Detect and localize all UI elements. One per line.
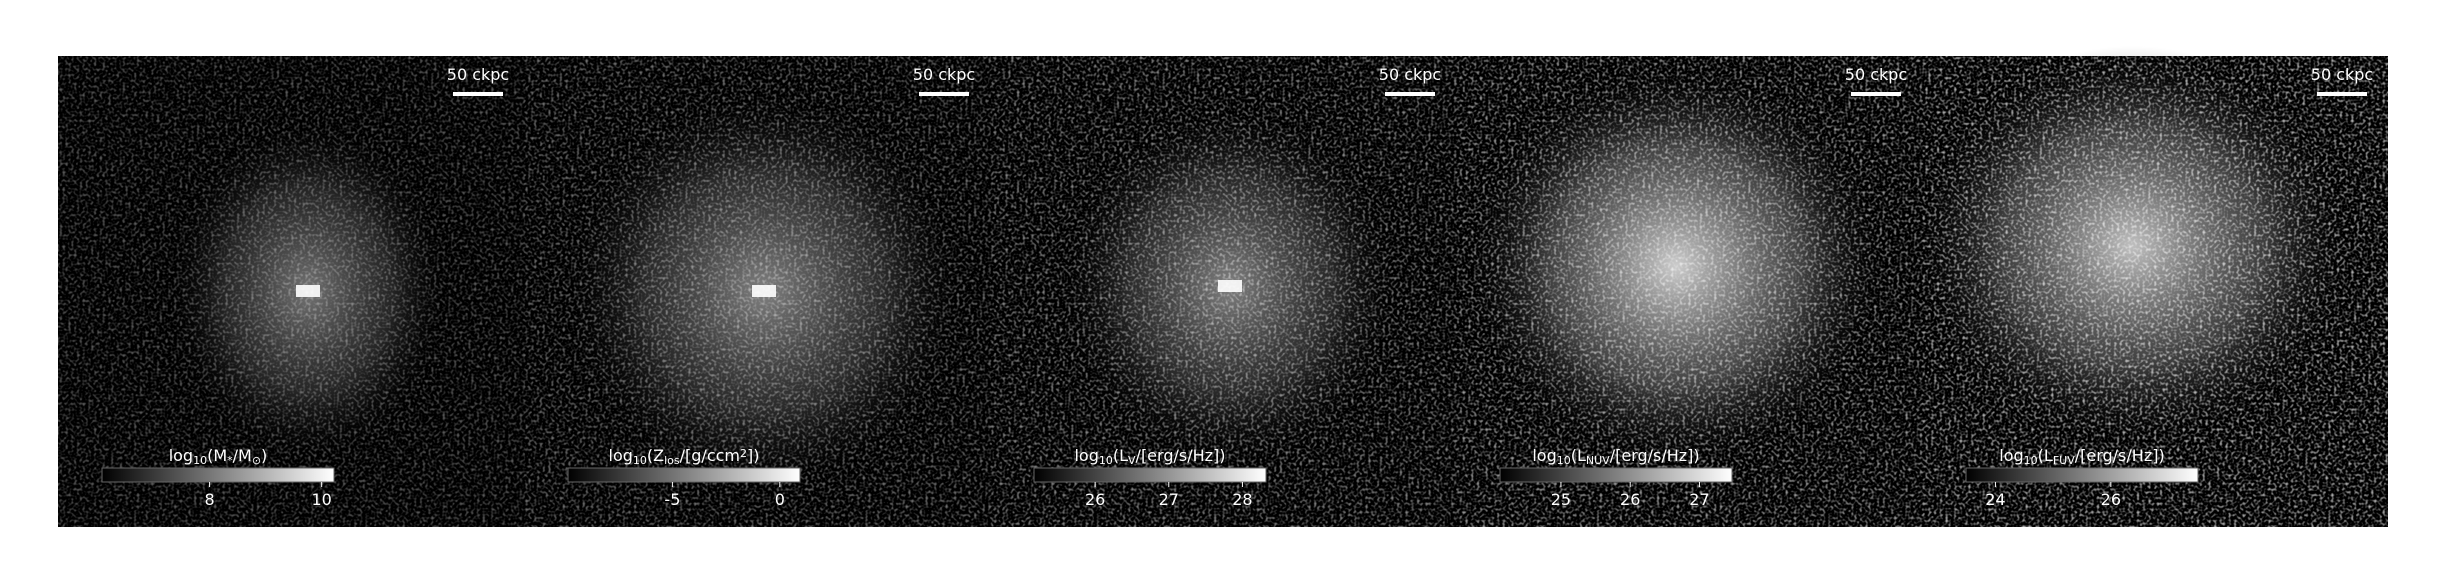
- pixel-noise: [58, 56, 524, 527]
- label-part: /M: [233, 446, 252, 465]
- scale-label: 50 ckpc: [1379, 65, 1441, 84]
- colorbar-label: log10(Zlos/[g/ccm2]): [609, 446, 760, 467]
- colorbar-tick-label: 27: [1689, 490, 1709, 509]
- colorbar-tick-label: 28: [1232, 490, 1252, 509]
- label-part: V: [1128, 454, 1136, 467]
- colorbar-tick-label: 25: [1551, 490, 1571, 509]
- label-part: /[erg/s/Hz]): [2075, 446, 2165, 465]
- colorbar-tick-label: -5: [664, 490, 680, 509]
- colorbar: [1965, 467, 2199, 483]
- colorbar: [1033, 467, 1267, 483]
- colorbar-tick-label: 8: [205, 490, 215, 509]
- colorbar-tick-label: 10: [311, 490, 331, 509]
- pixel-noise: [1922, 56, 2388, 527]
- label-part: log: [1532, 446, 1556, 465]
- label-part: log: [169, 446, 193, 465]
- colorbar-label: log10(LFUV/[erg/s/Hz]): [1999, 446, 2164, 467]
- label-part: log: [1999, 446, 2023, 465]
- colorbar-tick-label: 0: [775, 490, 785, 509]
- label-part: FUV: [2053, 454, 2075, 467]
- label-part: 10: [2024, 454, 2038, 467]
- label-part: 10: [1557, 454, 1571, 467]
- scale-label: 50 ckpc: [1845, 65, 1907, 84]
- label-part: (L: [1571, 446, 1586, 465]
- galaxy-core: [1218, 280, 1242, 292]
- label-part: /[erg/s/Hz]): [1610, 446, 1700, 465]
- label-part: NUV: [1586, 454, 1610, 467]
- colorbar: [567, 467, 801, 483]
- colorbar-tick-label: 26: [2101, 490, 2121, 509]
- label-part: /[g/ccm: [680, 446, 740, 465]
- label-part: log: [1074, 446, 1098, 465]
- label-part: 10: [1099, 454, 1113, 467]
- label-part: 10: [633, 454, 647, 467]
- label-part: (M: [207, 446, 227, 465]
- label-part: los: [664, 454, 680, 467]
- colorbar-tick-label: 24: [1985, 490, 2005, 509]
- label-part: *: [227, 454, 233, 467]
- label-part: log: [609, 446, 633, 465]
- label-part: (L: [2038, 446, 2053, 465]
- label-part: (Z: [647, 446, 664, 465]
- colorbar-label: log10(M*/M⊙): [169, 446, 268, 467]
- label-part: 2: [740, 447, 747, 460]
- scale-label: 50 ckpc: [2311, 65, 2373, 84]
- label-part: (L: [1113, 446, 1128, 465]
- scale-label: 50 ckpc: [913, 65, 975, 84]
- colorbar-tick-label: 26: [1085, 490, 1105, 509]
- colorbar-tick-label: 26: [1620, 490, 1640, 509]
- colorbar: [1499, 467, 1733, 483]
- pixel-noise: [1456, 56, 1922, 527]
- colorbar-label: log10(LNUV/[erg/s/Hz]): [1532, 446, 1699, 467]
- label-part: /[erg/s/Hz]): [1136, 446, 1226, 465]
- label-part: 10: [193, 454, 207, 467]
- colorbar-label: log10(LV/[erg/s/Hz]): [1074, 446, 1225, 467]
- galaxy-core: [296, 285, 320, 297]
- galaxy-core: [752, 285, 776, 297]
- colorbar: [101, 467, 335, 483]
- scale-label: 50 ckpc: [447, 65, 509, 84]
- colorbar-tick-label: 27: [1159, 490, 1179, 509]
- label-part: ]): [747, 446, 759, 465]
- label-part: ⊙: [252, 454, 261, 467]
- label-part: ): [261, 446, 267, 465]
